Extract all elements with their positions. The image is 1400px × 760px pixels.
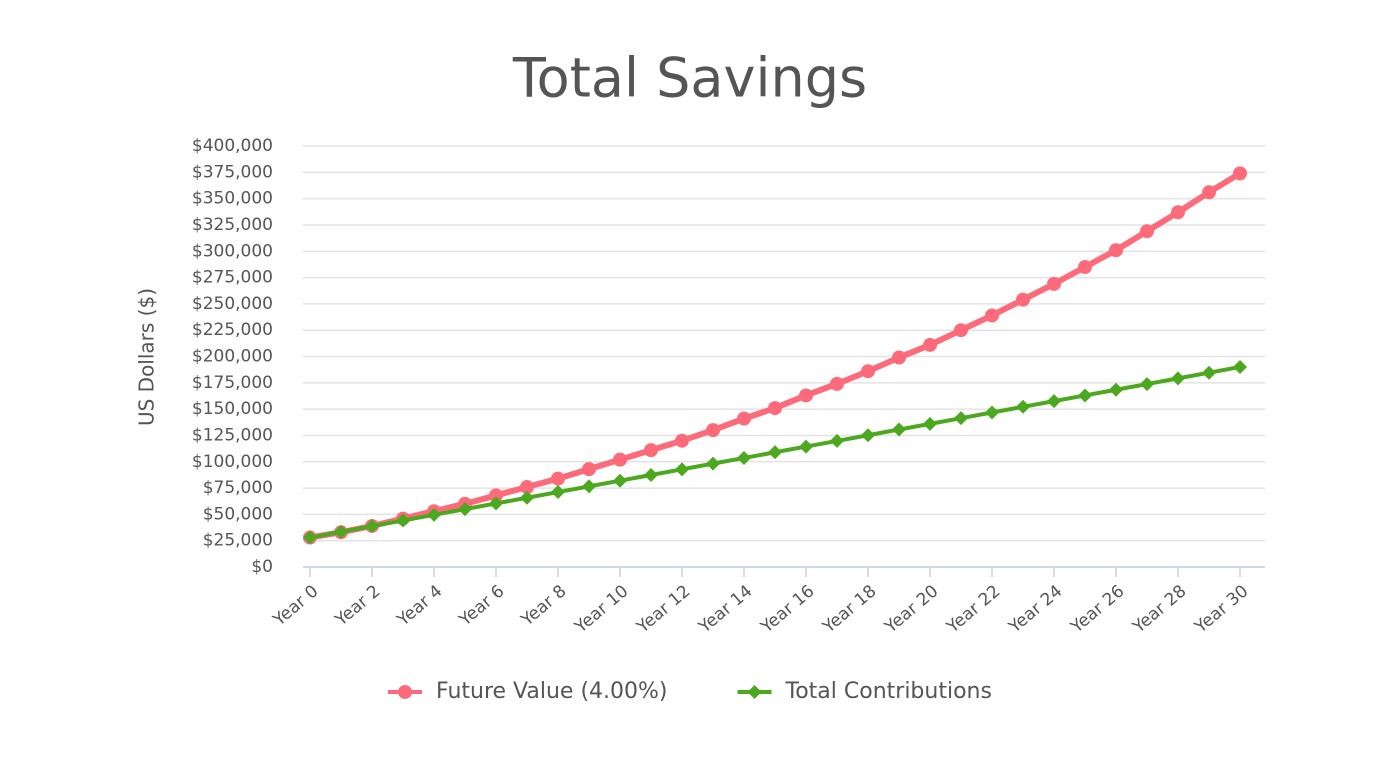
y-tick-label: $325,000 xyxy=(192,215,273,235)
x-tick-label: Year 28 xyxy=(1129,581,1191,637)
point xyxy=(582,479,596,494)
x-tick-label: Year 24 xyxy=(1005,581,1067,637)
y-tick-label: $75,000 xyxy=(203,478,273,498)
point xyxy=(747,685,762,699)
series-line xyxy=(309,170,1242,541)
point xyxy=(520,480,534,495)
point xyxy=(830,376,844,391)
y-axis-label: US Dollars ($) xyxy=(135,288,159,426)
point xyxy=(861,428,875,443)
x-tick-label: Year 6 xyxy=(455,581,509,631)
y-tick-label: $25,000 xyxy=(203,531,273,551)
x-tick-label: Year 30 xyxy=(1191,581,1253,637)
point xyxy=(737,411,751,426)
point xyxy=(398,685,412,699)
point xyxy=(1047,394,1061,409)
point xyxy=(1202,185,1216,200)
point xyxy=(303,530,317,545)
point xyxy=(644,443,658,458)
y-tick-label: $125,000 xyxy=(192,425,273,445)
y-tick-label: $250,000 xyxy=(192,294,273,314)
y-tick-label: $400,000 xyxy=(192,136,273,156)
point xyxy=(861,364,875,379)
point xyxy=(1109,243,1123,258)
y-tick-label: $225,000 xyxy=(192,320,273,340)
point xyxy=(1140,224,1154,239)
point xyxy=(706,423,720,438)
point xyxy=(1109,382,1123,397)
y-tick-label: $275,000 xyxy=(192,268,273,288)
point xyxy=(768,445,782,460)
x-tick-label: Year 14 xyxy=(695,581,757,637)
point xyxy=(396,513,410,528)
point xyxy=(675,433,689,448)
point xyxy=(985,405,999,420)
y-tick-label: $200,000 xyxy=(192,347,273,367)
x-tick-label: Year 8 xyxy=(517,581,571,631)
point xyxy=(675,462,689,477)
point xyxy=(799,439,813,454)
point xyxy=(892,422,906,437)
point xyxy=(830,433,844,448)
point xyxy=(613,473,627,488)
point xyxy=(1078,388,1092,403)
point xyxy=(737,450,751,465)
y-tick-label: $300,000 xyxy=(192,241,273,261)
x-tick-label: Year 0 xyxy=(269,581,323,631)
point xyxy=(1202,365,1216,380)
point xyxy=(1171,205,1185,220)
point xyxy=(799,388,813,403)
point xyxy=(551,485,565,500)
point xyxy=(923,416,937,431)
point xyxy=(1016,292,1030,307)
y-tick-label: $350,000 xyxy=(192,189,273,209)
point xyxy=(551,471,565,486)
point xyxy=(1047,276,1061,291)
x-tick-label: Year 18 xyxy=(819,581,881,637)
point xyxy=(365,519,379,534)
y-tick-label: $375,000 xyxy=(192,162,273,182)
point xyxy=(954,411,968,426)
x-tick-label: Year 2 xyxy=(331,581,385,631)
chart-title: Total Savings xyxy=(512,47,867,110)
point xyxy=(706,456,720,471)
legend-label: Total Contributions xyxy=(785,679,992,704)
y-tick-label: $150,000 xyxy=(192,399,273,419)
point xyxy=(427,507,441,522)
point xyxy=(1233,166,1247,181)
point xyxy=(489,488,503,503)
y-tick-label: $0 xyxy=(251,557,273,577)
point xyxy=(768,401,782,416)
x-tick-label: Year 20 xyxy=(881,581,943,637)
x-tick-label: Year 10 xyxy=(571,581,633,637)
point xyxy=(1078,260,1092,275)
point xyxy=(892,350,906,365)
x-tick-label: Year 26 xyxy=(1067,581,1129,637)
x-tick-label: Year 16 xyxy=(757,581,819,637)
x-tick-label: Year 22 xyxy=(943,581,1005,637)
point xyxy=(520,490,534,505)
y-tick-label: $175,000 xyxy=(192,373,273,393)
point xyxy=(644,468,658,483)
point xyxy=(334,524,348,539)
point xyxy=(489,496,503,511)
legend-label: Future Value (4.00%) xyxy=(436,679,668,704)
point xyxy=(1140,377,1154,392)
point xyxy=(1016,399,1030,414)
point xyxy=(613,452,627,467)
y-tick-label: $50,000 xyxy=(203,504,273,524)
point xyxy=(1171,371,1185,386)
point xyxy=(923,337,937,352)
point xyxy=(954,323,968,338)
x-tick-label: Year 12 xyxy=(633,581,695,637)
point xyxy=(582,462,596,477)
y-tick-label: $100,000 xyxy=(192,452,273,472)
x-tick-label: Year 4 xyxy=(393,581,447,631)
point xyxy=(1233,360,1247,375)
point xyxy=(985,308,999,323)
point xyxy=(458,502,472,517)
